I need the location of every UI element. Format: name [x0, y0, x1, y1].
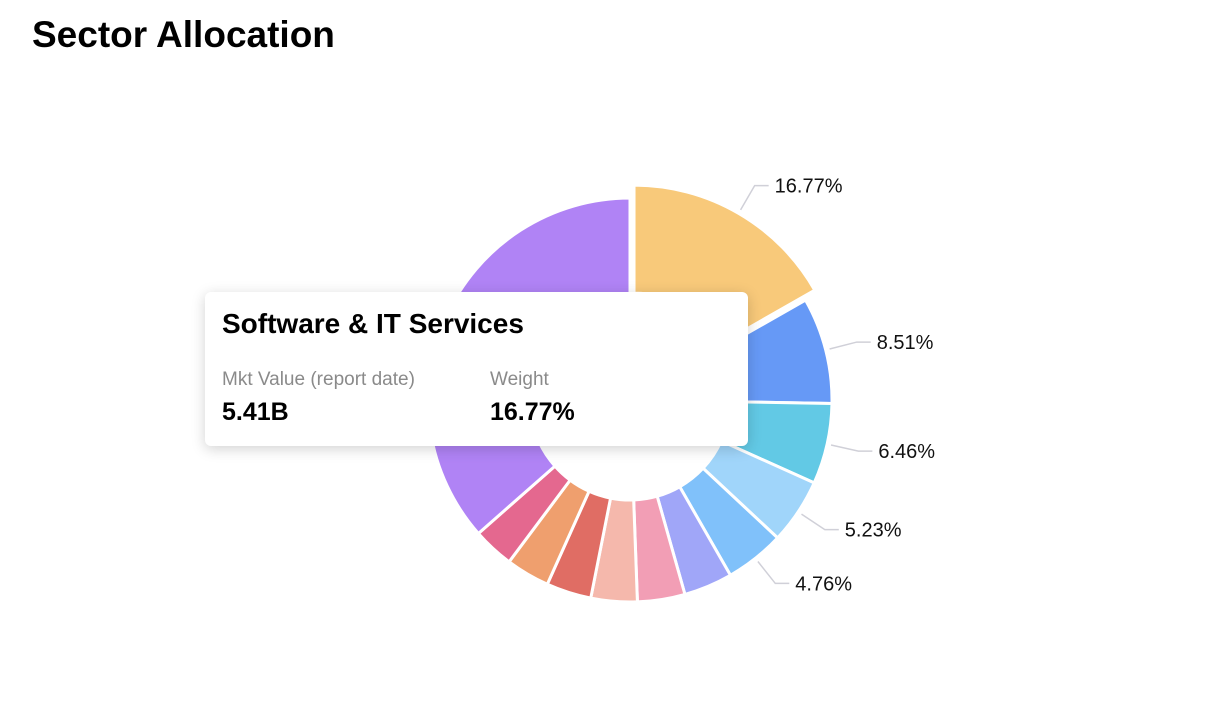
- slice-value-label: 5.23%: [845, 520, 902, 542]
- chart-title: Sector Allocation: [32, 14, 335, 55]
- tooltip: Software & IT Services Mkt Value (report…: [205, 292, 748, 446]
- label-leader-line: [829, 341, 871, 350]
- label-leader-line: [757, 561, 790, 585]
- slice-value-label: 4.76%: [795, 573, 852, 595]
- label-leader-line: [801, 513, 839, 531]
- slice-value-label: 8.51%: [877, 332, 934, 354]
- tooltip-title: Software & IT Services: [222, 308, 524, 339]
- tooltip-mkt-value: 5.41B: [222, 398, 289, 426]
- label-leader-line: [830, 444, 873, 452]
- label-leader-line: [739, 184, 769, 211]
- tooltip-weight: 16.77%: [490, 398, 575, 426]
- tooltip-mkt-value-label: Mkt Value (report date): [222, 369, 415, 390]
- tooltip-weight-label: Weight: [490, 369, 549, 390]
- slice-value-label: 6.46%: [878, 441, 935, 463]
- slice-value-label: 16.77%: [775, 176, 843, 198]
